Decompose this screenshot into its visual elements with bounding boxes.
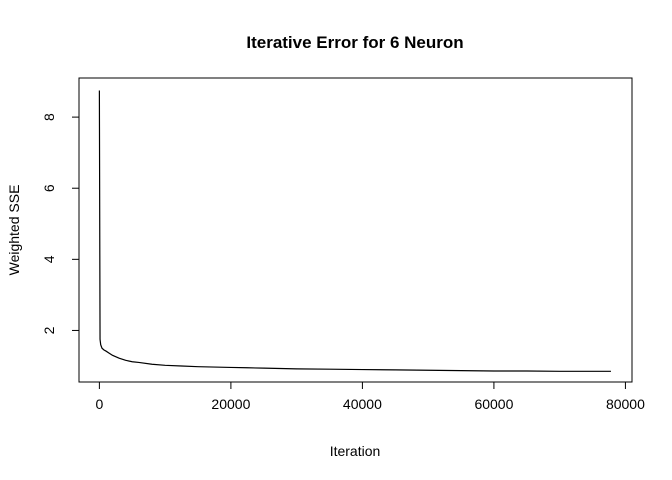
- chart-title: Iterative Error for 6 Neuron: [246, 33, 463, 52]
- y-tick-label: 2: [41, 326, 57, 334]
- x-axis-label: Iteration: [330, 443, 381, 459]
- x-tick-label: 60000: [474, 396, 513, 412]
- x-tick-label: 0: [95, 396, 103, 412]
- y-axis-label: Weighted SSE: [6, 185, 22, 276]
- y-tick-label: 4: [41, 255, 57, 263]
- x-tick-label: 20000: [211, 396, 250, 412]
- x-tick-label: 40000: [343, 396, 382, 412]
- x-tick-label: 80000: [606, 396, 645, 412]
- x-axis: 0 20000 40000 60000 80000: [95, 381, 645, 412]
- y-axis: 2 4 6 8: [41, 113, 80, 334]
- plot-frame: [78, 77, 633, 383]
- y-tick-label: 6: [41, 184, 57, 192]
- series-line-error: [98, 90, 611, 372]
- y-tick-label: 8: [41, 113, 57, 121]
